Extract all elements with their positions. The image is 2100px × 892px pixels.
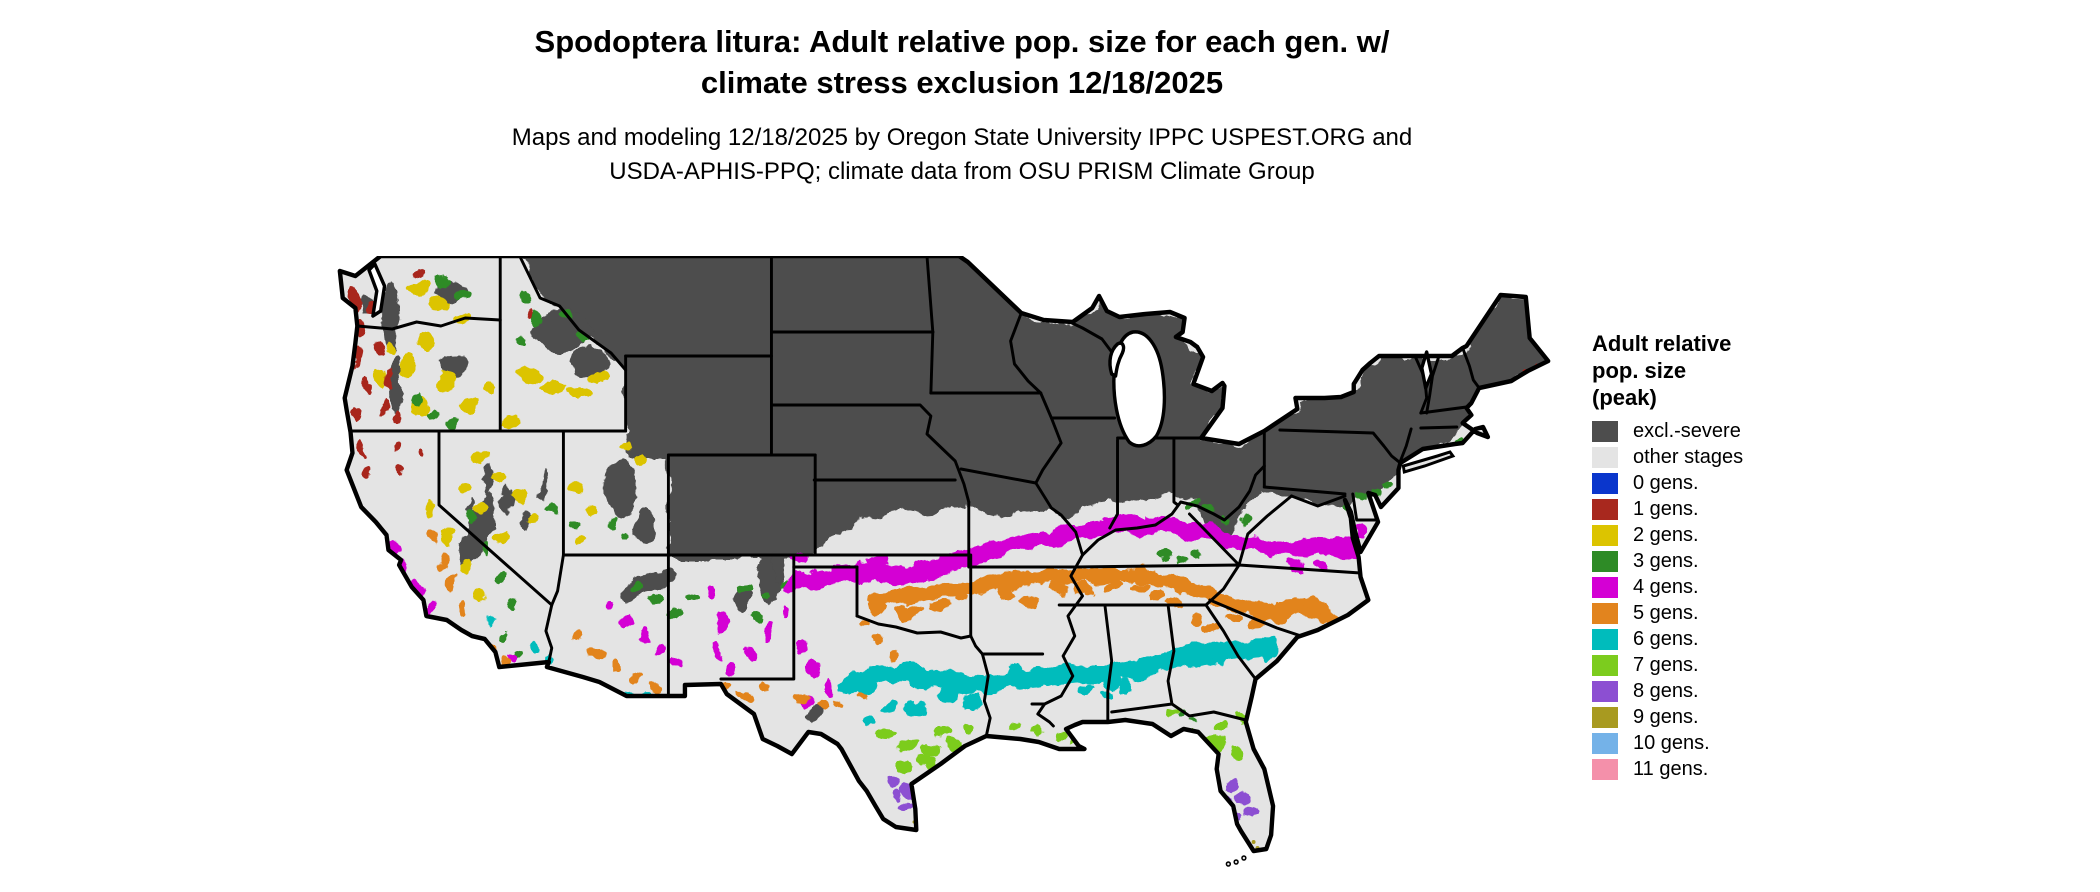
legend-item: 2 gens. — [1592, 522, 1832, 548]
map-layer-5-gens — [428, 530, 1352, 711]
legend-swatch — [1592, 602, 1618, 624]
legend-title-line2: pop. size — [1592, 358, 1687, 383]
legend-item: 9 gens. — [1592, 704, 1832, 730]
legend-item-label: 3 gens. — [1633, 549, 1699, 572]
legend-item-label: 0 gens. — [1633, 471, 1699, 494]
legend-item: 11 gens. — [1592, 756, 1832, 782]
legend-item-label: 8 gens. — [1633, 679, 1699, 702]
map-subtitle-line2: USDA-APHIS-PPQ; climate data from OSU PR… — [609, 158, 1315, 185]
legend: Adult relative pop. size (peak) excl.-se… — [1592, 330, 1832, 782]
legend-item: 0 gens. — [1592, 470, 1832, 496]
legend-swatch — [1592, 680, 1618, 702]
long-island — [1401, 450, 1456, 474]
map-subtitle-line1: Maps and modeling 12/18/2025 by Oregon S… — [511, 124, 1413, 151]
legend-item-label: 1 gens. — [1633, 497, 1699, 520]
legend-title-line3: (peak) — [1592, 385, 1657, 410]
legend-swatch — [1592, 758, 1618, 780]
legend-item-label: 10 gens. — [1633, 731, 1710, 754]
legend-item: 5 gens. — [1592, 600, 1832, 626]
legend-item-label: 4 gens. — [1633, 575, 1699, 598]
legend-swatch — [1592, 524, 1618, 546]
legend-swatch — [1592, 498, 1618, 520]
legend-item-label: other stages — [1633, 445, 1744, 468]
legend-swatch — [1592, 576, 1618, 598]
puget-sound — [367, 262, 387, 318]
great-lakes — [367, 262, 1434, 448]
legend-item: 4 gens. — [1592, 574, 1832, 600]
florida-keys — [1225, 855, 1247, 867]
legend-item-label: 2 gens. — [1633, 523, 1699, 546]
legend-item-label: 11 gens. — [1633, 757, 1709, 780]
lake-michigan — [1112, 330, 1167, 448]
legend-swatch — [1592, 654, 1618, 676]
legend-swatch — [1592, 420, 1618, 442]
legend-title-line1: Adult relative — [1592, 331, 1732, 356]
green-bay — [1108, 341, 1126, 378]
legend-item: 6 gens. — [1592, 626, 1832, 652]
map-title-line2: climate stress exclusion 12/18/2025 — [700, 65, 1224, 100]
legend-item: 1 gens. — [1592, 496, 1832, 522]
legend-item-label: 5 gens. — [1633, 601, 1699, 624]
legend-swatch — [1592, 550, 1618, 572]
legend-swatch — [1592, 472, 1618, 494]
legend-item: 3 gens. — [1592, 548, 1832, 574]
legend-swatch — [1592, 628, 1618, 650]
legend-item: excl.-severe — [1592, 418, 1832, 444]
state-borders — [349, 256, 1481, 738]
legend-item-label: excl.-severe — [1633, 419, 1741, 442]
lake-champlain — [1420, 350, 1434, 390]
legend-item: 7 gens. — [1592, 652, 1832, 678]
map-title-line1: Spodoptera litura: Adult relative pop. s… — [534, 24, 1390, 59]
map-layer-excl-severe — [359, 256, 1549, 724]
legend-item-label: 9 gens. — [1633, 705, 1699, 728]
legend-swatch — [1592, 706, 1618, 728]
legend-item: other stages — [1592, 444, 1832, 470]
legend-item: 8 gens. — [1592, 678, 1832, 704]
legend-item-label: 7 gens. — [1633, 653, 1699, 676]
us-generation-map — [334, 256, 1554, 881]
legend-item: 10 gens. — [1592, 730, 1832, 756]
us-map-svg — [334, 256, 1554, 867]
legend-swatch — [1592, 732, 1618, 754]
legend-item-label: 6 gens. — [1633, 627, 1699, 650]
legend-swatch — [1592, 446, 1618, 468]
map-layer-9-gens — [912, 814, 1260, 850]
